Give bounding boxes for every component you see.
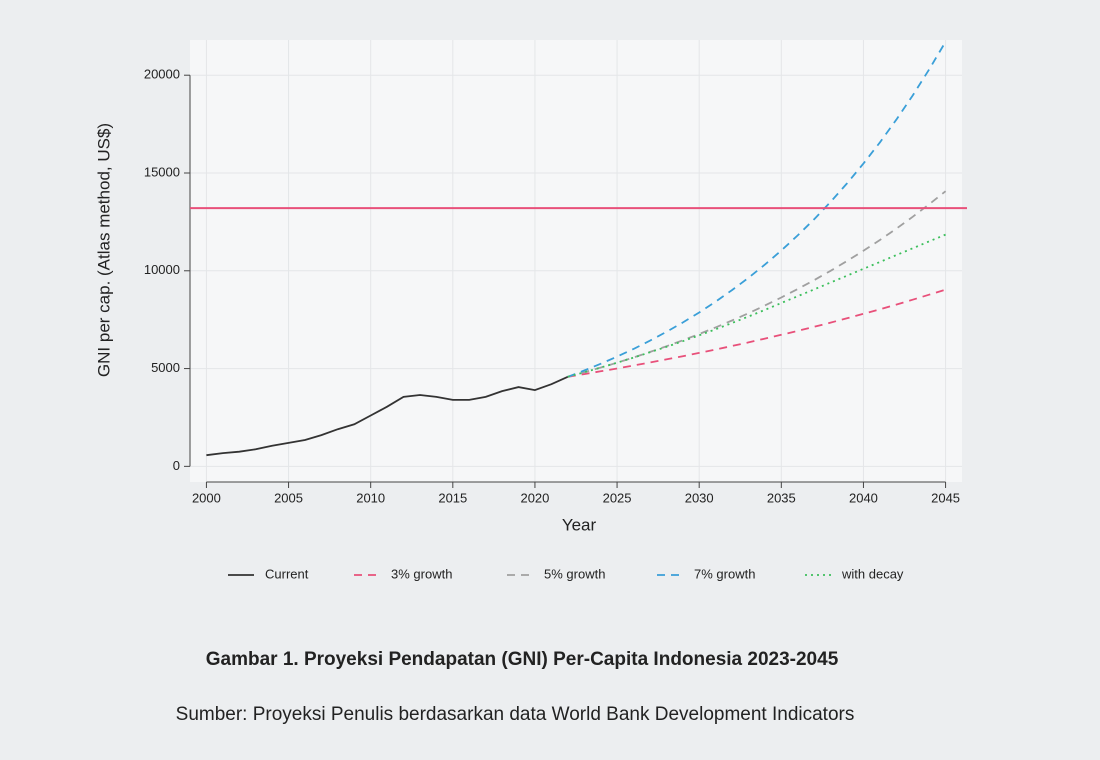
series-line	[567, 288, 946, 378]
x-tick-label: 2035	[767, 490, 796, 505]
x-tick-label: 2010	[356, 490, 385, 505]
series-line	[567, 233, 946, 378]
x-tick-label: 2005	[274, 490, 303, 505]
x-tick-label: 2040	[849, 490, 878, 505]
y-tick-label: 0	[173, 458, 180, 473]
y-axis-label: GNI per cap. (Atlas method, US$)	[94, 123, 113, 377]
source: Sumber: Proyeksi Penulis berdasarkan dat…	[176, 704, 855, 725]
y-tick-label: 15000	[144, 164, 180, 179]
legend-label: Current	[265, 566, 309, 581]
x-tick-label: 2025	[603, 490, 632, 505]
x-tick-label: 2045	[931, 490, 960, 505]
legend-label: 5% growth	[544, 566, 605, 581]
x-tick-label: 2015	[438, 490, 467, 505]
y-tick-label: 10000	[144, 262, 180, 277]
series-line	[206, 375, 569, 457]
x-tick-label: 2030	[685, 490, 714, 505]
caption: Gambar 1. Proyeksi Pendapatan (GNI) Per-…	[206, 649, 839, 670]
y-tick-label: 20000	[144, 67, 180, 82]
series-line	[567, 190, 947, 378]
legend-label: with decay	[841, 566, 904, 581]
y-tick-label: 5000	[151, 360, 180, 375]
plot-area	[190, 40, 962, 482]
x-axis-label: Year	[562, 515, 597, 534]
legend-label: 7% growth	[694, 566, 755, 581]
x-tick-label: 2000	[192, 490, 221, 505]
series-line	[567, 41, 947, 378]
legend-label: 3% growth	[391, 566, 452, 581]
x-tick-label: 2020	[520, 490, 549, 505]
